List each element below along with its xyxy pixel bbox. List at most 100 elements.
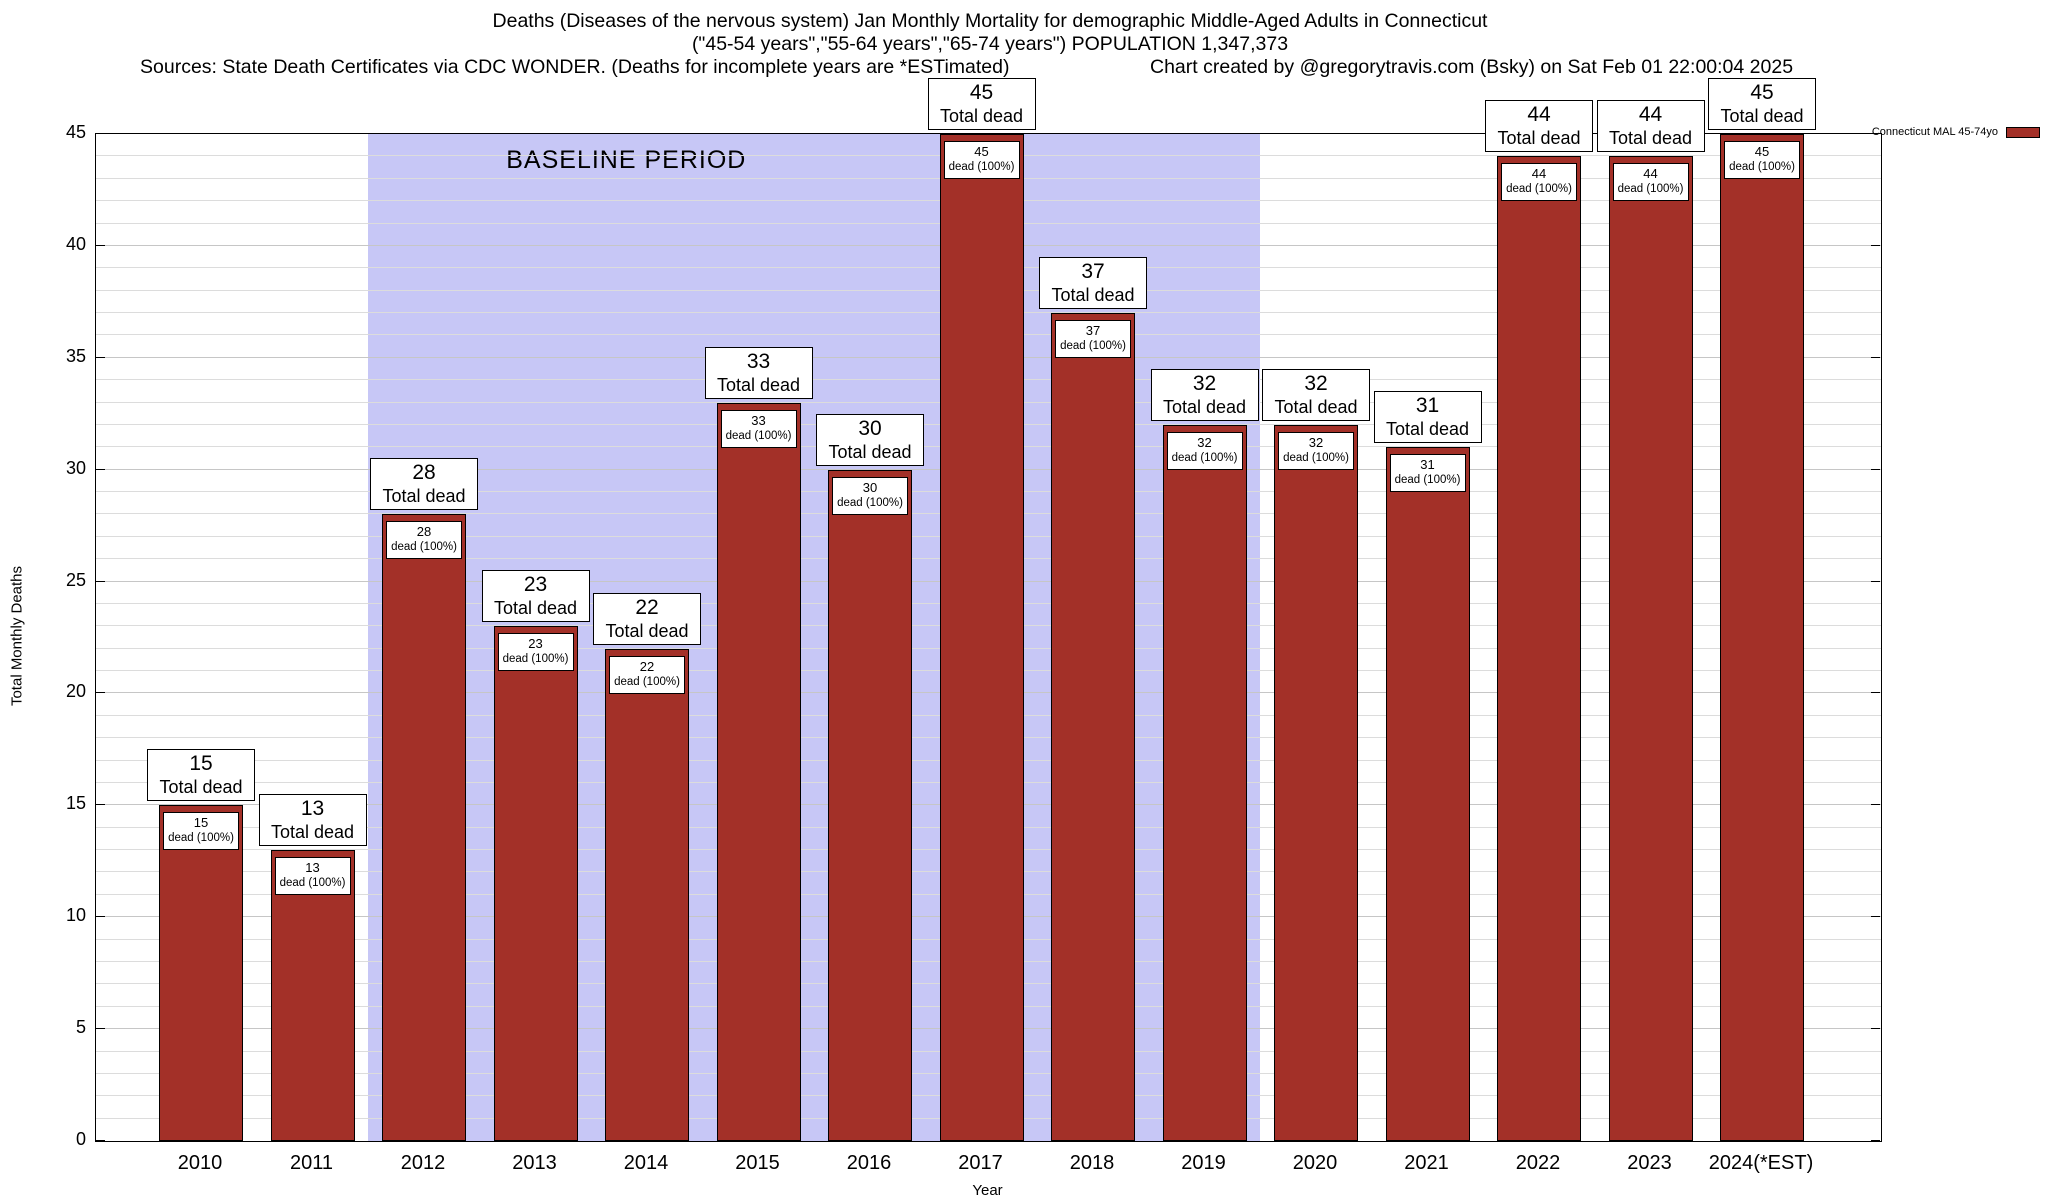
bar-total-label-2021: 31 Total dead	[1373, 391, 1482, 443]
x-tick-label-2022: 2022	[1515, 1152, 1561, 1174]
bar-total-caption: Total dead	[159, 776, 243, 797]
bar-2012	[382, 514, 466, 1141]
bar-inner-value: 37	[1085, 323, 1101, 338]
bar-total-caption: Total dead	[382, 485, 466, 506]
bar-inner-value: 31	[1420, 457, 1435, 472]
x-tick-label-2013: 2013	[512, 1152, 557, 1174]
y-tick-label: 30	[65, 457, 86, 478]
bar-total-label-2011: 13 Total dead	[258, 794, 367, 846]
bar-2021	[1385, 447, 1470, 1141]
bar-total-value: 45	[969, 81, 994, 104]
legend-swatch	[2006, 126, 2040, 138]
bar-inner-caption: dead (100%)	[391, 541, 457, 554]
bar-inner-value: 32	[1197, 435, 1212, 450]
bar-inner-value: 28	[416, 524, 432, 539]
bar-inner-caption: dead (100%)	[279, 877, 346, 890]
bar-inner-label-2018: 37 dead (100%)	[1055, 320, 1131, 358]
bar-total-label-2024(*EST): 45 Total dead	[1708, 78, 1816, 130]
bar-total-label-2012: 28 Total dead	[370, 458, 478, 510]
bar-inner-caption: dead (100%)	[1729, 161, 1795, 174]
bar-inner-value: 45	[1754, 144, 1770, 159]
y-tick-label: 25	[65, 569, 86, 590]
bar-2014	[605, 649, 689, 1141]
bar-inner-value: 22	[639, 659, 655, 674]
y-tick-label: 45	[65, 122, 86, 142]
bar-2020	[1274, 425, 1358, 1141]
bar-inner-label-2015: 33 dead (100%)	[720, 410, 797, 448]
bar-total-value: 31	[1415, 394, 1440, 417]
bar-total-value: 13	[300, 797, 325, 820]
y-tick-label: 0	[75, 1129, 86, 1149]
legend: Connecticut MAL 45-74yo	[1872, 126, 2040, 138]
x-tick-label-2011: 2011	[289, 1152, 333, 1174]
bar-2011	[270, 850, 355, 1141]
bar-total-value: 44	[1638, 103, 1663, 126]
bar-2017	[939, 134, 1024, 1141]
y-tick-label: 20	[65, 681, 86, 702]
bar-total-value: 33	[746, 350, 771, 373]
bar-inner-caption: dead (100%)	[614, 676, 680, 689]
bar-inner-label-2013: 23 dead (100%)	[497, 633, 574, 671]
bar-inner-value: 32	[1308, 435, 1324, 450]
x-tick-label-2019: 2019	[1181, 1152, 1226, 1174]
bar-inner-value: 33	[751, 413, 766, 428]
bar-2015	[716, 403, 801, 1141]
bar-2024(*EST)	[1720, 134, 1804, 1141]
x-tick-label-2024(*EST): 2024(*EST)	[1708, 1152, 1814, 1174]
chart-title: Deaths (Diseases of the nervous system) …	[492, 10, 1488, 32]
bar-inner-caption: dead (100%)	[1394, 474, 1461, 487]
credit-note: Chart created by @gregorytravis.com (Bsk…	[1150, 56, 1794, 78]
bar-inner-value: 30	[862, 480, 878, 495]
bar-total-value: 45	[1750, 81, 1774, 104]
bar-inner-label-2024(*EST): 45 dead (100%)	[1724, 141, 1800, 179]
bar-inner-label-2020: 32 dead (100%)	[1278, 432, 1354, 470]
y-tick-label: 40	[65, 233, 86, 254]
bar-inner-label-2012: 28 dead (100%)	[386, 521, 462, 559]
bar-inner-label-2019: 32 dead (100%)	[1166, 432, 1243, 470]
bar-inner-value: 13	[305, 860, 320, 875]
bar-2023	[1608, 156, 1693, 1141]
bar-total-value: 32	[1304, 372, 1328, 395]
bar-2019	[1162, 425, 1247, 1141]
bar-total-value: 23	[523, 573, 548, 596]
bar-total-caption: Total dead	[1385, 418, 1470, 439]
legend-label: Connecticut MAL 45-74yo	[1871, 126, 1998, 138]
bar-total-label-2019: 32 Total dead	[1150, 369, 1259, 421]
bar-total-caption: Total dead	[1608, 127, 1693, 148]
bar-total-caption: Total dead	[270, 821, 355, 842]
x-tick-label-2012: 2012	[400, 1152, 446, 1174]
bar-inner-label-2010: 15 dead (100%)	[163, 812, 239, 850]
x-tick-label-2014: 2014	[623, 1152, 669, 1174]
bar-total-value: 30	[858, 417, 882, 440]
y-axis-title: Total Monthly Deaths	[8, 565, 26, 707]
bar-total-value: 15	[189, 752, 213, 775]
x-tick-label-2016: 2016	[846, 1152, 892, 1174]
bar-inner-value: 44	[1531, 166, 1547, 181]
bar-inner-value: 15	[193, 815, 209, 830]
bar-inner-caption: dead (100%)	[725, 430, 792, 443]
bar-total-label-2010: 15 Total dead	[147, 749, 255, 801]
x-tick-label-2010: 2010	[177, 1152, 223, 1174]
bar-total-caption: Total dead	[939, 105, 1024, 126]
x-tick-label-2017: 2017	[958, 1152, 1003, 1174]
bar-total-caption: Total dead	[605, 620, 689, 641]
y-tick-label: 15	[65, 793, 86, 814]
x-tick-label-2020: 2020	[1292, 1152, 1338, 1174]
bar-2018	[1051, 313, 1135, 1141]
bar-inner-caption: dead (100%)	[168, 832, 234, 845]
bar-inner-caption: dead (100%)	[1506, 183, 1572, 196]
bar-inner-label-2016: 30 dead (100%)	[832, 477, 908, 515]
bar-inner-caption: dead (100%)	[502, 653, 569, 666]
x-tick-label-2021: 2021	[1404, 1152, 1449, 1174]
bar-inner-caption: dead (100%)	[948, 161, 1015, 174]
bar-total-caption: Total dead	[1051, 284, 1135, 305]
y-tick-label: 10	[65, 905, 86, 926]
bar-inner-label-2022: 44 dead (100%)	[1501, 163, 1577, 201]
bar-inner-label-2014: 22 dead (100%)	[609, 656, 685, 694]
bar-2013	[493, 626, 578, 1141]
bar-total-caption: Total dead	[828, 441, 912, 462]
bar-total-caption: Total dead	[1274, 396, 1358, 417]
bar-inner-caption: dead (100%)	[1617, 183, 1684, 196]
bar-total-caption: Total dead	[1497, 127, 1581, 148]
bars-layer: 15 dead (100%) 15 Total dead 13 dead (100%) 13…	[96, 78, 1881, 1141]
